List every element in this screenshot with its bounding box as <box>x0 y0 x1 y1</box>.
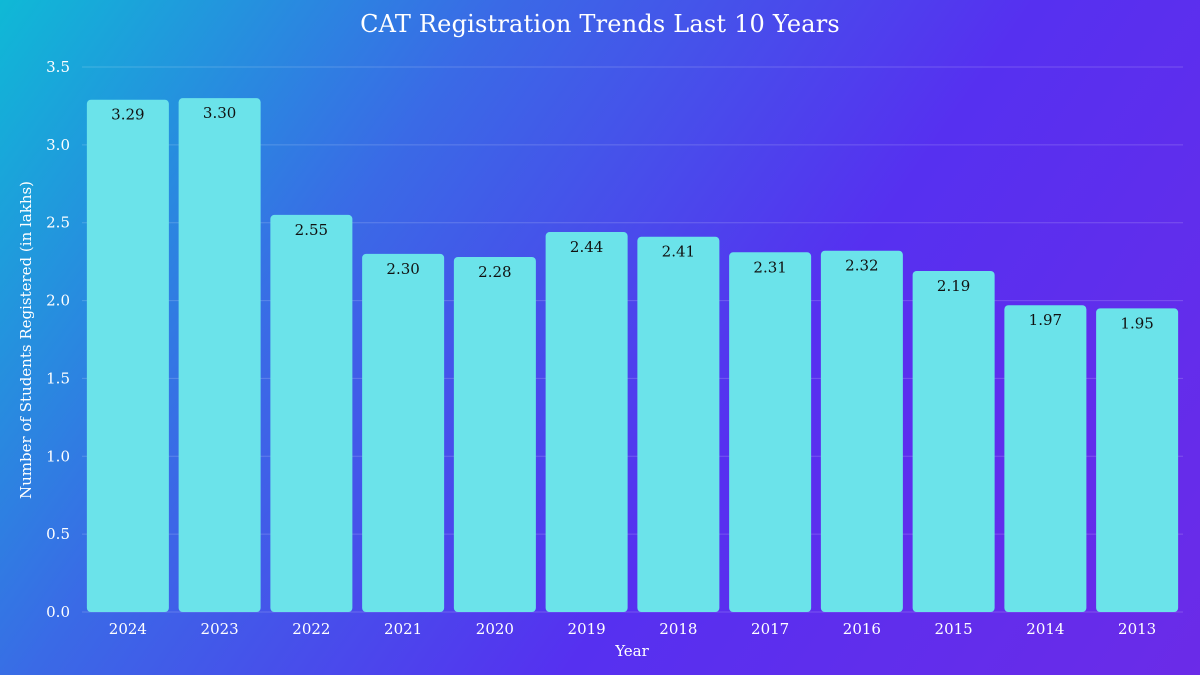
y-tick-label: 1.5 <box>46 369 70 387</box>
x-tick-label: 2016 <box>843 620 881 638</box>
x-tick-label: 2017 <box>751 620 789 638</box>
data-label-2015: 2.19 <box>937 277 970 295</box>
data-label-2019: 2.44 <box>570 238 603 256</box>
bar-2024 <box>86 99 169 612</box>
x-tick-label: 2024 <box>109 620 147 638</box>
bar-2014 <box>1004 305 1087 612</box>
bar-2021 <box>362 253 445 612</box>
data-label-2016: 2.32 <box>845 257 878 275</box>
data-label-2021: 2.30 <box>386 260 419 278</box>
bar-2023 <box>178 98 261 612</box>
bars: 3.29 3.30 2.55 2.30 2.28 2.44 2.41 2.31 2.32 2.19… <box>86 98 1179 613</box>
y-tick-label: 0.0 <box>46 603 70 621</box>
x-tick-label: 2013 <box>1118 620 1156 638</box>
bar-2013 <box>1096 308 1179 612</box>
y-axis-label: Number of Students Registered (in lakhs) <box>17 181 35 499</box>
bar-2016 <box>820 250 903 612</box>
gridlines <box>82 66 1183 613</box>
data-label-2022: 2.55 <box>295 221 328 239</box>
y-axis-ticks: 0.0 0.5 1.0 1.5 2.0 2.5 3.0 3.5 <box>46 58 70 621</box>
x-tick-label: 2021 <box>384 620 422 638</box>
bar-2022 <box>270 214 353 612</box>
x-tick-label: 2014 <box>1026 620 1064 638</box>
x-tick-label: 2023 <box>201 620 239 638</box>
data-label-2017: 2.31 <box>753 258 786 276</box>
x-tick-label: 2015 <box>935 620 973 638</box>
y-tick-label: 3.0 <box>46 136 70 154</box>
y-tick-label: 0.5 <box>46 525 70 543</box>
x-axis-ticks: 2024 2023 2022 2021 2020 2019 2018 2017 2016 2015… <box>109 620 1156 638</box>
data-label-2018: 2.41 <box>662 243 695 261</box>
data-label-2014: 1.97 <box>1029 311 1062 329</box>
y-tick-label: 2.0 <box>46 292 70 310</box>
x-tick-label: 2020 <box>476 620 514 638</box>
y-tick-label: 1.0 <box>46 447 70 465</box>
bar-2015 <box>912 270 995 612</box>
x-tick-label: 2019 <box>568 620 606 638</box>
x-axis-label: Year <box>614 642 649 660</box>
data-label-2023: 3.30 <box>203 104 236 122</box>
bar-2019 <box>545 232 628 613</box>
chart-title: CAT Registration Trends Last 10 Years <box>360 10 840 38</box>
x-tick-label: 2022 <box>292 620 330 638</box>
x-tick-label: 2018 <box>659 620 697 638</box>
bar-2020 <box>453 256 536 612</box>
y-tick-label: 2.5 <box>46 214 70 232</box>
bar-2017 <box>729 252 812 613</box>
data-label-2013: 1.95 <box>1120 314 1153 332</box>
data-label-2024: 3.29 <box>111 106 144 124</box>
bar-2018 <box>637 236 720 612</box>
y-tick-label: 3.5 <box>46 58 70 76</box>
data-label-2020: 2.28 <box>478 263 511 281</box>
